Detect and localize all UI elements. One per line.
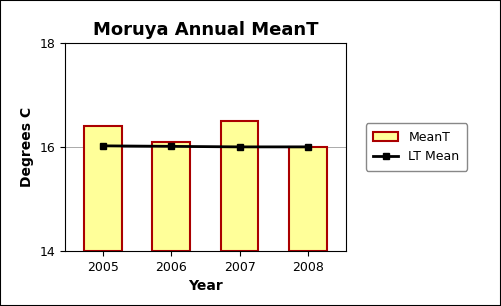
Bar bbox=[84, 126, 122, 251]
Y-axis label: Degrees C: Degrees C bbox=[20, 107, 34, 187]
Bar bbox=[289, 147, 327, 251]
Bar bbox=[152, 142, 190, 251]
X-axis label: Year: Year bbox=[188, 279, 223, 293]
Bar bbox=[221, 121, 259, 251]
Title: Moruya Annual MeanT: Moruya Annual MeanT bbox=[93, 21, 318, 39]
Legend: MeanT, LT Mean: MeanT, LT Mean bbox=[366, 123, 467, 170]
